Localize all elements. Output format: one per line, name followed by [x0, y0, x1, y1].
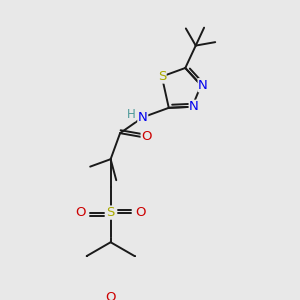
Text: N: N: [198, 79, 208, 92]
Text: N: N: [189, 100, 199, 113]
Text: O: O: [105, 291, 116, 300]
Text: S: S: [106, 206, 115, 219]
Text: O: O: [76, 206, 86, 219]
Text: S: S: [158, 70, 166, 83]
Text: O: O: [141, 130, 152, 143]
Text: H: H: [127, 108, 135, 121]
Text: N: N: [138, 111, 148, 124]
Text: O: O: [135, 206, 146, 219]
